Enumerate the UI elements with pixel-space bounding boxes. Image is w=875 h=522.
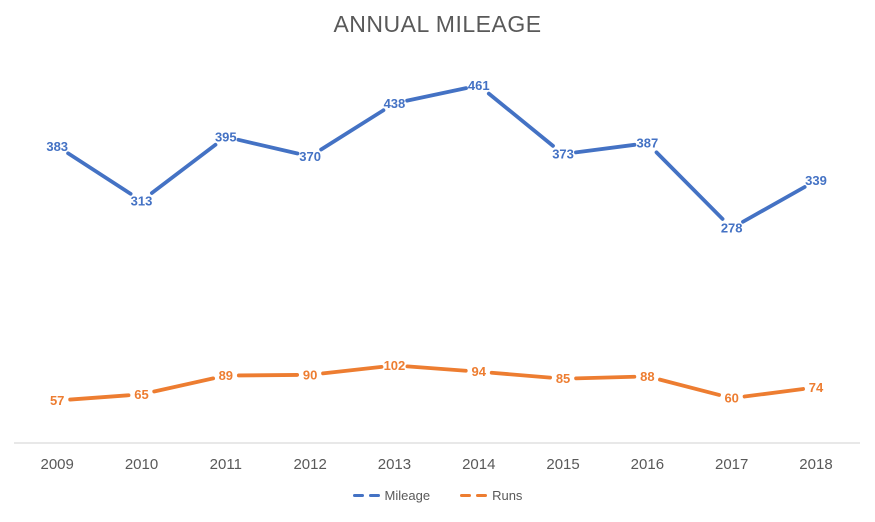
mileage-line-segment bbox=[486, 91, 555, 148]
runs-line-segment bbox=[68, 393, 131, 402]
runs-line-segment bbox=[574, 374, 637, 381]
mileage-data-label-2012: 370 bbox=[299, 149, 321, 164]
runs-data-label-2014: 94 bbox=[472, 364, 487, 379]
x-axis-label-2016: 2016 bbox=[631, 456, 664, 473]
line-plot-area: 2009 2010 2011 2012 2013 2014 2015 2016 2017 2018… bbox=[14, 78, 860, 473]
legend-label-mileage: Mileage bbox=[384, 488, 431, 503]
runs-data-label-2012: 90 bbox=[303, 367, 317, 382]
runs-data-label-2017: 60 bbox=[724, 391, 738, 406]
mileage-data-label-2009: 383 bbox=[46, 139, 68, 154]
x-axis-label-2018: 2018 bbox=[799, 456, 832, 473]
mileage-line-segment bbox=[654, 150, 725, 221]
mileage-line-segment bbox=[405, 86, 468, 103]
x-axis-label-2011: 2011 bbox=[210, 456, 242, 473]
runs-line-segment bbox=[405, 364, 468, 373]
mileage-line-segment bbox=[741, 185, 807, 224]
mileage-line-segment bbox=[66, 151, 133, 196]
mileage-line-segment bbox=[319, 108, 386, 152]
mileage-data-label-2017: 278 bbox=[721, 221, 743, 236]
runs-line-segment bbox=[742, 387, 805, 399]
legend-label-runs: Runs bbox=[492, 488, 523, 503]
mileage-data-label-2016: 387 bbox=[637, 136, 659, 151]
runs-data-label-2009: 57 bbox=[50, 393, 64, 408]
runs-data-label-2011: 89 bbox=[219, 368, 233, 383]
runs-line-segment bbox=[152, 376, 216, 394]
runs-line-segment bbox=[658, 377, 721, 397]
x-axis-label-2010: 2010 bbox=[125, 456, 158, 473]
mileage-data-label-2011: 395 bbox=[215, 129, 237, 144]
legend-item-runs[interactable]: Runs bbox=[460, 488, 522, 503]
runs-data-label-2010: 65 bbox=[134, 387, 148, 402]
legend-item-mileage[interactable]: Mileage bbox=[352, 488, 431, 503]
runs-data-label-2013: 102 bbox=[384, 358, 406, 373]
chart-title: ANNUAL MILEAGE bbox=[333, 11, 542, 37]
x-axis-label-2012: 2012 bbox=[293, 456, 326, 473]
mileage-data-label-2018: 339 bbox=[805, 173, 827, 188]
x-axis-label-2017: 2017 bbox=[715, 456, 748, 473]
runs-data-label-2018: 74 bbox=[809, 380, 824, 395]
runs-line-segment bbox=[236, 373, 300, 378]
runs-data-label-2015: 85 bbox=[556, 371, 570, 386]
mileage-data-label-2013: 438 bbox=[384, 96, 406, 111]
x-axis-label-2015: 2015 bbox=[546, 456, 579, 473]
runs-line-segment bbox=[489, 370, 553, 380]
mileage-line-segment bbox=[236, 137, 300, 156]
x-axis-label-2013: 2013 bbox=[378, 456, 411, 473]
runs-data-label-2016: 88 bbox=[640, 369, 654, 384]
legend: Mileage Runs bbox=[0, 485, 875, 519]
x-axis-label-2014: 2014 bbox=[462, 456, 495, 473]
mileage-line-segment bbox=[149, 142, 218, 195]
mileage-line-segment bbox=[574, 142, 637, 155]
mileage-data-label-2015: 373 bbox=[552, 147, 574, 162]
x-axis-label-2009: 2009 bbox=[41, 456, 74, 473]
mileage-data-label-2010: 313 bbox=[131, 193, 153, 208]
runs-line-segment bbox=[321, 364, 384, 376]
mileage-data-label-2014: 461 bbox=[468, 78, 490, 93]
mileage-line-marker bbox=[352, 493, 380, 498]
runs-line-marker bbox=[460, 493, 488, 498]
